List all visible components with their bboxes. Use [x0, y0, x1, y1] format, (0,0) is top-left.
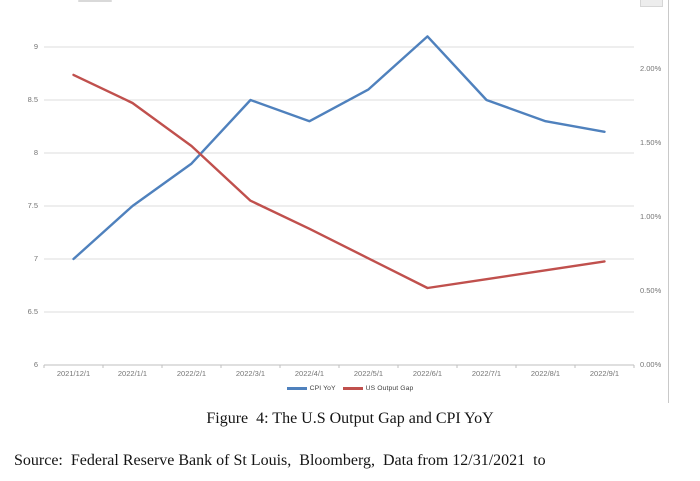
left-axis-tick-label: 7.5 — [27, 201, 38, 210]
source-text: Source: Federal Reserve Bank of St Louis… — [14, 452, 546, 469]
legend-label: CPI YoY — [309, 385, 336, 392]
left-axis-tick-label: 6.5 — [27, 307, 38, 316]
x-axis-tick-label: 2022/3/1 — [235, 369, 266, 378]
line-chart: 9 8.5 8 7.5 7 6.5 6 2.00% 1.50% 1.00% 0.50% 0.00% … — [0, 0, 700, 403]
chart-legend: CPI YoY US Output Gap — [0, 385, 700, 392]
chart-right-border — [668, 0, 669, 403]
x-axis-tick-label: 2022/5/1 — [353, 369, 384, 378]
chart-plot-area — [43, 35, 635, 368]
x-axis-tick-label: 2022/1/1 — [117, 369, 148, 378]
x-axis-tick-label: 2022/8/1 — [530, 369, 561, 378]
left-axis-tick-label: 7 — [33, 254, 38, 263]
series-line-cpi-yoy — [72, 35, 606, 261]
figure-caption: Figure 4: The U.S Output Gap and CPI YoY — [206, 410, 494, 427]
x-axis-tick-label: 2022/6/1 — [412, 369, 443, 378]
right-axis-tick-label: 0.00% — [640, 360, 662, 369]
legend-line-swatch — [286, 387, 307, 390]
cropped-ui-artifact — [78, 0, 112, 2]
legend-item-cpi-yoy: CPI YoY — [286, 385, 336, 392]
legend-line-swatch — [342, 387, 363, 390]
series-line-us-output-gap — [72, 73, 606, 290]
x-axis-tick-label: 2022/7/1 — [471, 369, 502, 378]
right-axis-tick-label: 1.00% — [640, 212, 662, 221]
right-axis-tick-label: 2.00% — [640, 64, 662, 73]
left-axis-tick-label: 6 — [33, 360, 38, 369]
x-axis-tick-label: 2022/4/1 — [294, 369, 325, 378]
x-axis-tick-label: 2022/9/1 — [589, 369, 620, 378]
left-axis-tick-label: 9 — [33, 42, 38, 51]
right-axis-tick-label: 0.50% — [640, 286, 662, 295]
x-axis-tick-label: 2022/2/1 — [176, 369, 207, 378]
right-axis-tick-label: 1.50% — [640, 138, 662, 147]
legend-label: US Output Gap — [365, 385, 414, 392]
legend-item-us-output-gap: US Output Gap — [342, 385, 414, 392]
x-axis-tick-label: 2021/12/1 — [56, 369, 91, 378]
left-axis-tick-label: 8 — [33, 148, 38, 157]
left-axis-tick-label: 8.5 — [27, 95, 38, 104]
cropped-ui-artifact — [640, 0, 663, 7]
